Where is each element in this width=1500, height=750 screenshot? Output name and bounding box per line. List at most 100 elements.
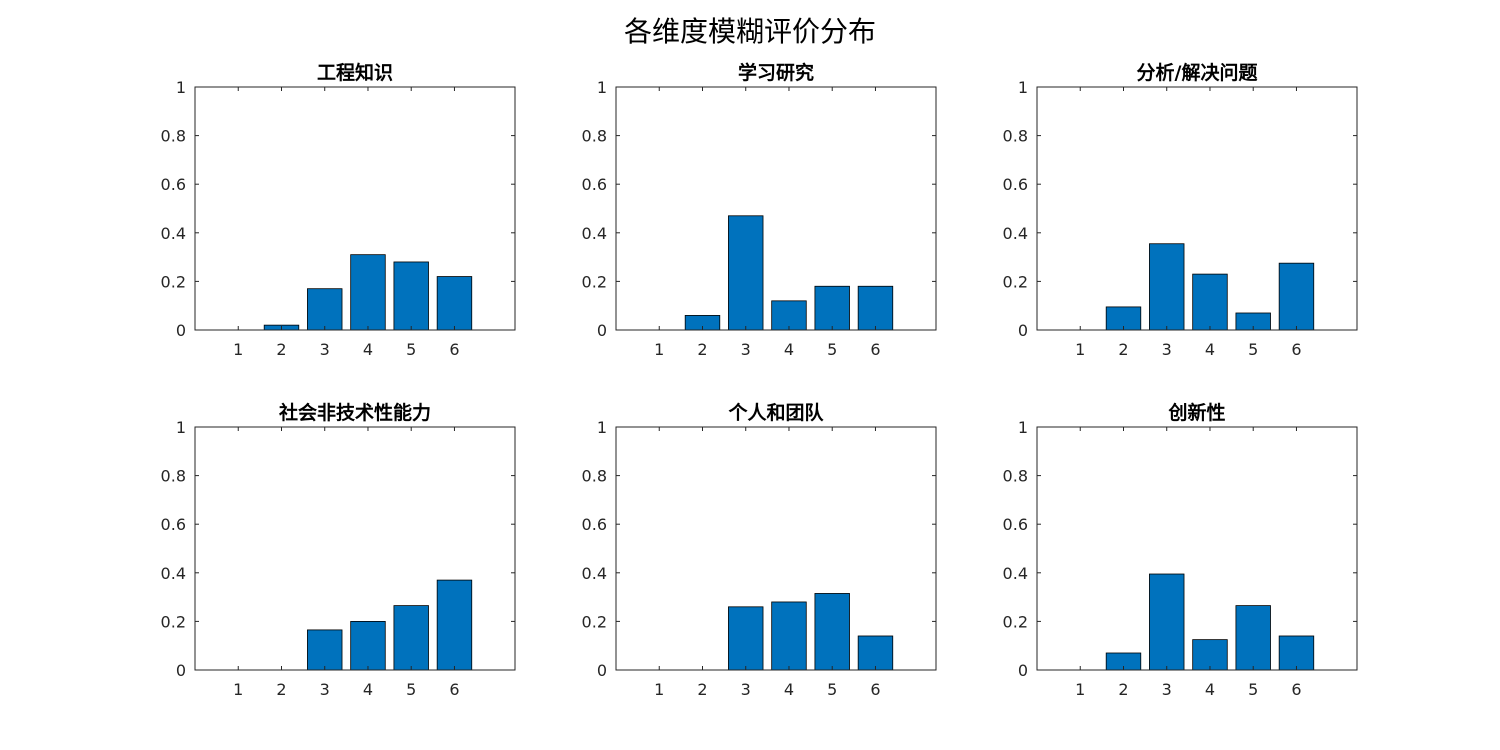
figure-title: 各维度模糊评价分布	[624, 15, 876, 48]
bar-4	[1192, 639, 1228, 671]
x-tick-label: 6	[1291, 680, 1301, 699]
y-tick-label: 0.6	[582, 515, 607, 534]
axes-box	[194, 86, 516, 331]
y-tick-label: 0	[597, 321, 607, 340]
x-tick-label: 4	[784, 680, 794, 699]
x-tick-label: 4	[1205, 340, 1215, 359]
x-tick-label: 6	[449, 680, 459, 699]
bar-4	[771, 300, 807, 331]
x-tick-label: 3	[1162, 680, 1172, 699]
axes-box	[1036, 86, 1358, 331]
y-tick-label: 1	[597, 78, 607, 97]
y-tick-label: 0.2	[582, 612, 607, 631]
subplot-title: 学习研究	[738, 61, 814, 84]
y-tick-label: 0.6	[1003, 175, 1028, 194]
bar-6	[1278, 635, 1315, 671]
subplot-5: 个人和团队 0 0.2 0.4 0.6 0.8 1 1 2 3 4 5 6	[582, 401, 937, 699]
x-tick-label: 5	[406, 680, 416, 699]
y-tick-label: 0.6	[582, 175, 607, 194]
y-tick-label: 0	[176, 661, 186, 680]
x-tick-label: 3	[741, 340, 751, 359]
x-tick-label: 6	[1291, 340, 1301, 359]
bar-4	[771, 601, 807, 671]
bar-3	[728, 606, 764, 671]
x-tick-label: 1	[233, 340, 243, 359]
x-tick-label: 4	[1205, 680, 1215, 699]
bar-3	[307, 288, 343, 331]
y-tick-label: 0.2	[582, 272, 607, 291]
y-tick-label: 0.2	[1003, 272, 1028, 291]
bar-3	[1149, 573, 1185, 671]
x-tick-label: 4	[784, 340, 794, 359]
x-tick-label: 2	[697, 680, 707, 699]
subplot-1: 工程知识 0 0.2 0.4 0.6 0.8 1 1 2 3 4 5 6	[161, 61, 516, 359]
y-tick-label: 0.2	[1003, 612, 1028, 631]
x-tick-label: 3	[320, 340, 330, 359]
y-tick-label: 1	[597, 418, 607, 437]
x-tick-label: 6	[870, 680, 880, 699]
x-tick-label: 1	[1075, 680, 1085, 699]
y-tick-label: 1	[1018, 418, 1028, 437]
subplot-title: 分析/解决问题	[1137, 61, 1258, 84]
x-tick-label: 2	[1118, 340, 1128, 359]
bar-3	[307, 629, 343, 671]
y-tick-label: 1	[1018, 78, 1028, 97]
x-tick-label: 2	[697, 340, 707, 359]
bar-6	[436, 276, 473, 331]
y-tick-label: 0.6	[161, 515, 186, 534]
axes-box	[615, 86, 937, 331]
x-tick-label: 5	[827, 340, 837, 359]
x-tick-label: 1	[1075, 340, 1085, 359]
bar-5	[1235, 605, 1271, 671]
subplot-grid: 工程知识 0 0.2 0.4 0.6 0.8 1 1 2 3 4 5 6 学习研究 0 0.2 0.4 0.6 0.…	[161, 61, 1358, 699]
x-tick-label: 2	[1118, 680, 1128, 699]
x-tick-label: 1	[654, 680, 664, 699]
bar-6	[436, 579, 473, 671]
y-tick-label: 0	[597, 661, 607, 680]
bar-5	[814, 285, 850, 331]
y-tick-label: 0.4	[582, 564, 607, 583]
subplot-title: 个人和团队	[727, 401, 824, 424]
x-tick-label: 6	[870, 340, 880, 359]
bar-6	[1278, 262, 1315, 331]
y-tick-label: 1	[176, 418, 186, 437]
x-tick-label: 4	[363, 340, 373, 359]
subplot-title: 工程知识	[317, 61, 393, 84]
bar-5	[393, 261, 429, 331]
x-tick-label: 4	[363, 680, 373, 699]
y-tick-label: 0.6	[161, 175, 186, 194]
x-tick-label: 1	[233, 680, 243, 699]
y-tick-label: 0	[1018, 661, 1028, 680]
y-tick-label: 0.4	[1003, 564, 1028, 583]
subplot-title: 创新性	[1167, 401, 1225, 424]
y-tick-label: 1	[176, 78, 186, 97]
x-tick-label: 6	[449, 340, 459, 359]
x-tick-label: 3	[1162, 340, 1172, 359]
axes-box	[1036, 426, 1358, 671]
bar-4	[1192, 273, 1228, 331]
x-tick-label: 5	[827, 680, 837, 699]
bar-3	[728, 215, 764, 331]
y-tick-label: 0.8	[161, 467, 186, 486]
y-tick-label: 0.4	[161, 564, 186, 583]
bar-4	[350, 254, 386, 331]
y-tick-label: 0	[176, 321, 186, 340]
y-tick-label: 0.4	[582, 224, 607, 243]
y-tick-label: 0.4	[1003, 224, 1028, 243]
bar-5	[393, 605, 429, 671]
x-tick-label: 5	[406, 340, 416, 359]
y-tick-label: 0.4	[161, 224, 186, 243]
y-tick-label: 0.8	[1003, 467, 1028, 486]
y-tick-label: 0.8	[1003, 127, 1028, 146]
x-tick-label: 2	[276, 680, 286, 699]
y-tick-label: 0.8	[582, 127, 607, 146]
subplot-3: 分析/解决问题 0 0.2 0.4 0.6 0.8 1 1 2 3 4 5 6	[1003, 61, 1358, 359]
x-tick-label: 3	[320, 680, 330, 699]
bar-6	[857, 285, 894, 331]
bar-3	[1149, 243, 1185, 331]
subplot-title: 社会非技术性能力	[278, 401, 431, 424]
axes-box	[615, 426, 937, 671]
bar-6	[857, 635, 894, 671]
y-tick-label: 0.8	[582, 467, 607, 486]
